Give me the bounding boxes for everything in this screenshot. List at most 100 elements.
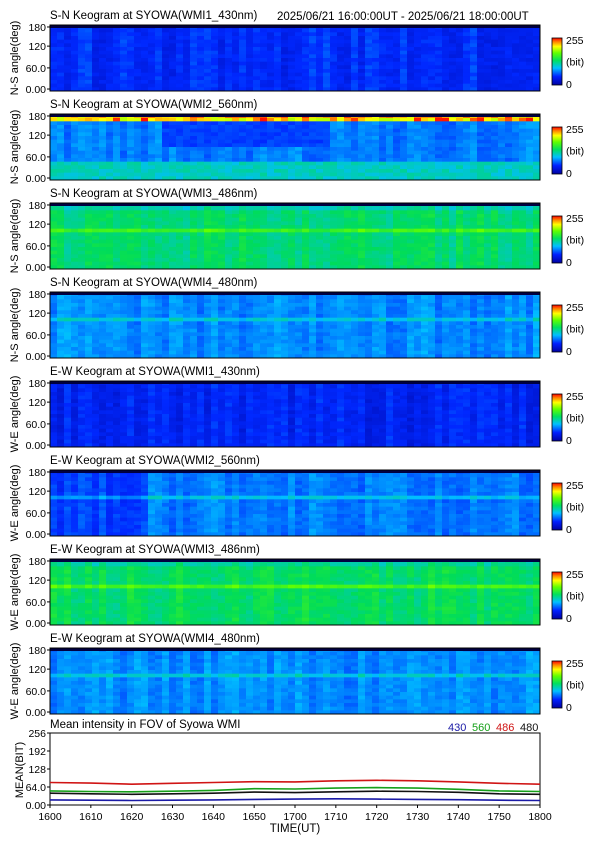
keogram-cell (211, 261, 219, 266)
keogram-cell (323, 172, 331, 177)
keogram-cell (211, 132, 219, 137)
keogram-cell (428, 32, 436, 37)
keogram-cell (302, 228, 310, 233)
keogram-cell (253, 39, 261, 44)
keogram-cell (365, 150, 373, 155)
keogram-cell (85, 165, 93, 170)
keogram-cell (316, 61, 324, 66)
keogram-cell (351, 206, 359, 211)
keogram-cell (211, 350, 219, 355)
keogram-cell (267, 128, 275, 133)
keogram-cell (281, 250, 289, 255)
keogram-cell (232, 76, 240, 81)
keogram-cell (127, 343, 135, 348)
keogram-cell (337, 295, 345, 300)
keogram-cell (92, 125, 100, 130)
keogram-cell (148, 32, 156, 37)
keogram-cell (393, 36, 401, 41)
keogram-cell (337, 72, 345, 77)
keogram-cell (246, 158, 254, 163)
keogram-cell (253, 317, 261, 322)
keogram-cell (253, 158, 261, 163)
keogram-cell (204, 150, 212, 155)
keogram-cell (169, 303, 177, 308)
keogram-cell (491, 32, 499, 37)
keogram-cell (400, 258, 408, 263)
keogram-cell (386, 150, 394, 155)
keogram-cell (211, 139, 219, 144)
keogram-cell (288, 165, 296, 170)
keogram-cell (92, 117, 100, 122)
keogram-cell (442, 169, 450, 174)
keogram-cell (127, 165, 135, 170)
keogram-cell (176, 295, 184, 300)
keogram-cell (407, 354, 415, 359)
keogram-cell (183, 61, 191, 66)
keogram-cell (302, 254, 310, 259)
keogram-cell (246, 314, 254, 319)
keogram-cell (176, 210, 184, 215)
keogram-cell (64, 225, 72, 230)
keogram-cell (218, 83, 226, 88)
keogram-cell (253, 80, 261, 85)
keogram-cell (491, 72, 499, 77)
keogram-cell (57, 121, 65, 126)
keogram-cell (190, 132, 198, 137)
keogram-cell (113, 69, 121, 74)
keogram-cell (400, 154, 408, 159)
keogram-cell (127, 172, 135, 177)
keogram-cell (239, 36, 247, 41)
keogram-cell (463, 317, 471, 322)
keogram-cell (414, 339, 422, 344)
keogram-cell (505, 147, 513, 152)
keogram-cell (498, 28, 506, 33)
keogram-cell (232, 65, 240, 70)
keogram-cell (274, 58, 282, 63)
keogram-cell (533, 139, 541, 144)
keogram-cell (400, 243, 408, 248)
keogram-cell (379, 87, 387, 92)
keogram-cell (337, 143, 345, 148)
keogram-cell (155, 221, 163, 226)
keogram-cell (414, 343, 422, 348)
keogram-cell (400, 303, 408, 308)
keogram-cell (407, 243, 415, 248)
keogram-cell (288, 32, 296, 37)
keogram-cell (183, 121, 191, 126)
keogram-cell (211, 339, 219, 344)
keogram-cell (267, 165, 275, 170)
keogram-cell (281, 83, 289, 88)
keogram-cell (260, 147, 268, 152)
keogram-cell (113, 350, 121, 355)
keogram-cell (204, 121, 212, 126)
keogram-cell (120, 139, 128, 144)
keogram-cell (78, 61, 86, 66)
keogram-cell (155, 165, 163, 170)
keogram-cell (92, 80, 100, 85)
keogram-cell (477, 28, 485, 33)
keogram-cell (295, 258, 303, 263)
keogram-cell (204, 239, 212, 244)
keogram-cell (421, 169, 429, 174)
keogram-cell (92, 254, 100, 259)
keogram-cell (127, 261, 135, 266)
keogram-cell (414, 43, 422, 48)
keogram-cell (379, 306, 387, 311)
keogram-cell (183, 176, 191, 181)
keogram-cell (232, 303, 240, 308)
keogram-cell (393, 310, 401, 315)
keogram-cell (267, 321, 275, 326)
keogram-cell (386, 121, 394, 126)
keogram-cell (120, 247, 128, 252)
keogram-cell (414, 132, 422, 137)
keogram-cell (379, 354, 387, 359)
keogram-cell (113, 328, 121, 333)
keogram-cell (309, 306, 317, 311)
keogram-cell (295, 39, 303, 44)
keogram-cell (155, 136, 163, 141)
keogram-cell (169, 347, 177, 352)
keogram-cell (106, 336, 114, 341)
keogram-cell (330, 154, 338, 159)
keogram-cell (386, 325, 394, 330)
keogram-cell (176, 150, 184, 155)
